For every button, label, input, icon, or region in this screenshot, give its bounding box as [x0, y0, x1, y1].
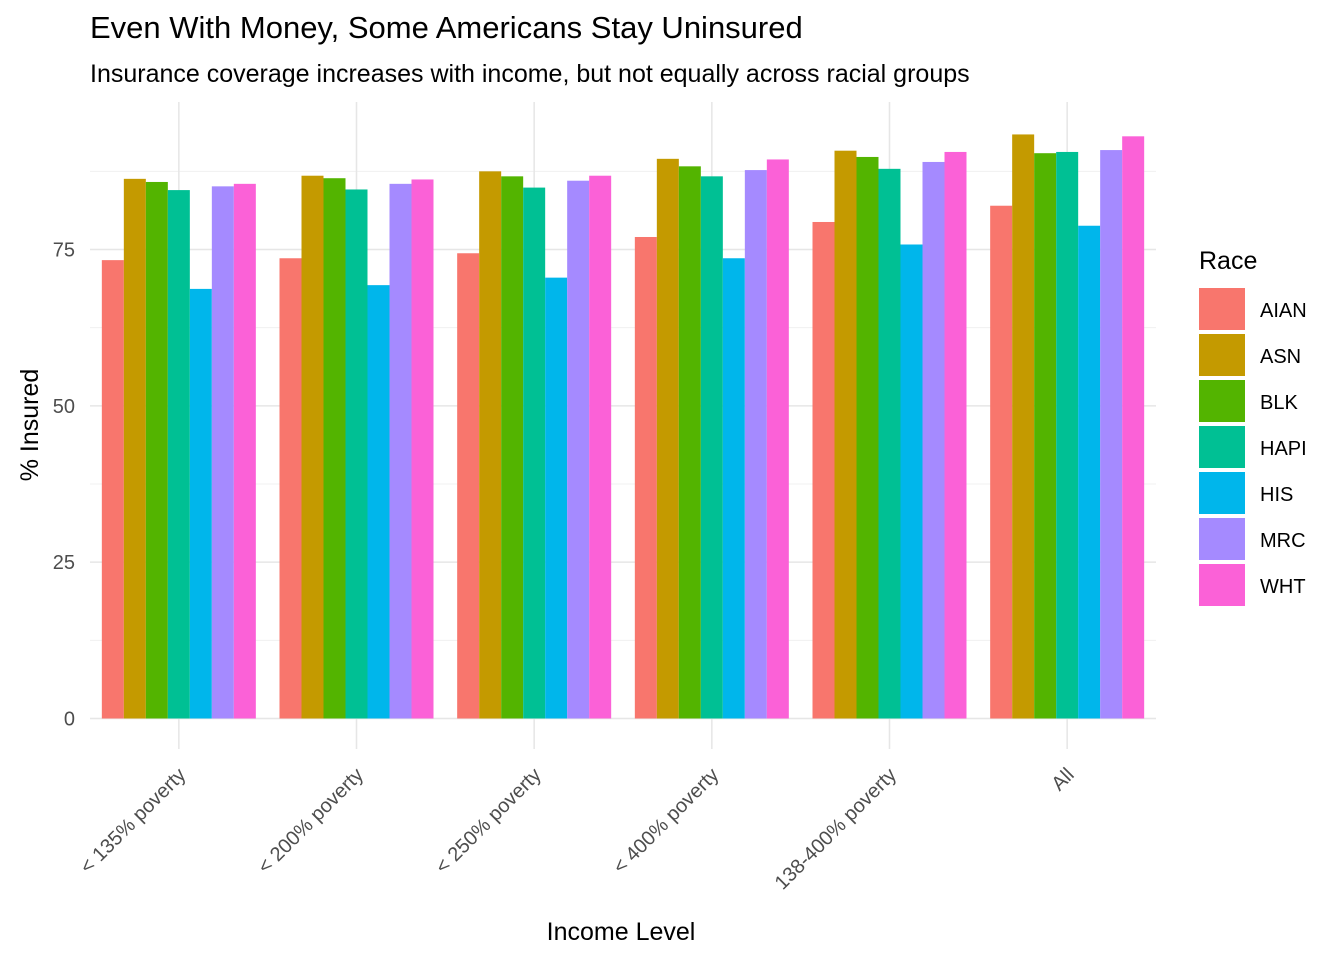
bar-blk: [678, 166, 701, 719]
bar-mrc: [1100, 150, 1123, 719]
y-tick-label: 50: [53, 396, 75, 418]
bar-hapi: [700, 176, 723, 719]
bar-his: [367, 285, 390, 719]
bar-asn: [479, 171, 502, 719]
y-tick-label: 25: [53, 552, 75, 574]
legend-label: BLK: [1260, 392, 1298, 414]
bar-mrc: [922, 161, 945, 719]
bar-asn: [834, 150, 857, 719]
legend-label: WHT: [1260, 576, 1306, 598]
legend-label: ASN: [1260, 346, 1301, 368]
bar-hapi: [1056, 151, 1079, 719]
legend: Race AIAN ASN BLK HAPI HIS MRC WHT: [1199, 247, 1307, 606]
bar-his: [900, 244, 923, 719]
bar-mrc: [744, 170, 767, 719]
bar-blk: [856, 156, 879, 719]
bar-asn: [123, 178, 146, 719]
x-tick-label: 138-400% poverty: [771, 764, 901, 894]
bar-his: [189, 288, 212, 719]
legend-key-asn: [1199, 334, 1245, 376]
bar-hapi: [167, 190, 190, 719]
bar-his: [1078, 225, 1101, 719]
bar-blk: [145, 181, 168, 719]
bar-asn: [656, 158, 679, 719]
y-tick-label: 75: [53, 240, 75, 262]
y-axis-label: % Insured: [16, 369, 44, 482]
bar-blk: [1034, 153, 1057, 719]
bar-wht: [411, 179, 434, 719]
bar-his: [722, 258, 745, 719]
legend-key-his: [1199, 472, 1245, 514]
bar-asn: [1012, 134, 1035, 719]
bar-mrc: [567, 180, 590, 719]
bars: [101, 134, 1145, 719]
bar-blk: [501, 176, 524, 719]
x-tick-label: < 200% poverty: [254, 764, 368, 878]
chart-title: Even With Money, Some Americans Stay Uni…: [90, 10, 803, 45]
bar-hapi: [878, 168, 901, 719]
x-tick-label: All: [1047, 764, 1078, 795]
bar-mrc: [211, 186, 234, 719]
legend-key-mrc: [1199, 518, 1245, 560]
bar-hapi: [523, 187, 546, 719]
legend-key-hapi: [1199, 426, 1245, 468]
legend-title: Race: [1199, 247, 1257, 275]
bar-aian: [101, 260, 124, 719]
legend-key-aian: [1199, 288, 1245, 330]
legend-label: HAPI: [1260, 438, 1307, 460]
bar-mrc: [389, 183, 412, 719]
y-tick-label: 0: [64, 709, 75, 731]
legend-key-blk: [1199, 380, 1245, 422]
bar-wht: [233, 183, 256, 719]
bar-wht: [589, 175, 612, 719]
x-tick-label: < 250% poverty: [431, 764, 545, 878]
bar-aian: [812, 221, 835, 719]
legend-label: AIAN: [1260, 300, 1307, 322]
chart-subtitle: Insurance coverage increases with income…: [90, 60, 970, 88]
bar-wht: [944, 151, 967, 719]
bar-asn: [301, 175, 324, 719]
bar-hapi: [345, 189, 368, 719]
legend-label: HIS: [1260, 484, 1293, 506]
bar-wht: [1122, 136, 1145, 719]
bar-aian: [634, 236, 657, 719]
bar-aian: [279, 258, 302, 719]
bar-aian: [457, 253, 480, 719]
x-axis-label: Income Level: [547, 918, 696, 946]
legend-key-wht: [1199, 564, 1245, 606]
bar-his: [545, 277, 568, 719]
x-tick-label: < 135% poverty: [76, 764, 190, 878]
bar-aian: [990, 205, 1013, 719]
bar-wht: [766, 159, 789, 719]
bar-blk: [323, 178, 346, 719]
x-tick-label: < 400% poverty: [609, 764, 723, 878]
legend-label: MRC: [1260, 530, 1306, 552]
